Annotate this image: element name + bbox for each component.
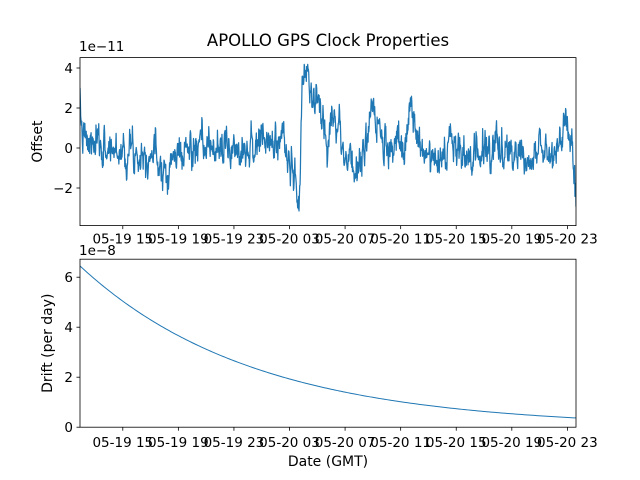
x-tick-label: 05-20 15 bbox=[426, 435, 487, 451]
axes-spines bbox=[79, 57, 577, 226]
x-axis-label: Date (GMT) bbox=[288, 454, 368, 470]
y-tick-label: 4 bbox=[64, 61, 73, 77]
x-tick-label: 05-20 11 bbox=[370, 232, 431, 248]
x-tick-label: 05-20 07 bbox=[315, 232, 376, 248]
x-tick-label: 05-20 23 bbox=[537, 232, 598, 248]
drift-scale-text: 1e−8 bbox=[79, 243, 116, 259]
y-tick-label: −2 bbox=[53, 181, 73, 197]
x-tick-label: 05-19 15 bbox=[92, 435, 153, 451]
x-tick-label: 05-19 19 bbox=[148, 232, 209, 248]
chart-title: APOLLO GPS Clock Properties bbox=[207, 31, 449, 50]
x-tick-label: 05-19 15 bbox=[92, 232, 153, 248]
y-tick-label: 2 bbox=[64, 101, 73, 117]
drift-series-line bbox=[80, 265, 576, 419]
x-tick-label: 05-20 23 bbox=[537, 435, 598, 451]
y-tick-label: 0 bbox=[64, 420, 73, 436]
axes-spines bbox=[79, 258, 577, 428]
y-tick-label: 6 bbox=[64, 270, 73, 286]
offset-series-line bbox=[80, 63, 576, 212]
x-tick-label: 05-20 15 bbox=[426, 232, 487, 248]
offset-y-axis-label: Offset bbox=[30, 120, 46, 163]
x-tick-label: 05-20 03 bbox=[259, 435, 320, 451]
x-tick-label: 05-19 19 bbox=[148, 435, 209, 451]
x-tick-label: 05-19 23 bbox=[204, 232, 265, 248]
drift-y-axis-label: Drift (per day) bbox=[40, 293, 56, 392]
x-tick-label: 05-20 19 bbox=[481, 232, 542, 248]
x-tick-label: 05-19 23 bbox=[204, 435, 265, 451]
x-tick-label: 05-20 19 bbox=[481, 435, 542, 451]
y-tick-label: 2 bbox=[64, 370, 73, 386]
x-tick-label: 05-20 03 bbox=[259, 232, 320, 248]
x-tick-label: 05-20 11 bbox=[370, 435, 431, 451]
y-tick-label: 4 bbox=[64, 320, 73, 336]
y-tick-label: 0 bbox=[64, 141, 73, 157]
x-tick-label: 05-20 07 bbox=[315, 435, 376, 451]
offset-scale-text: 1e−11 bbox=[79, 39, 124, 55]
